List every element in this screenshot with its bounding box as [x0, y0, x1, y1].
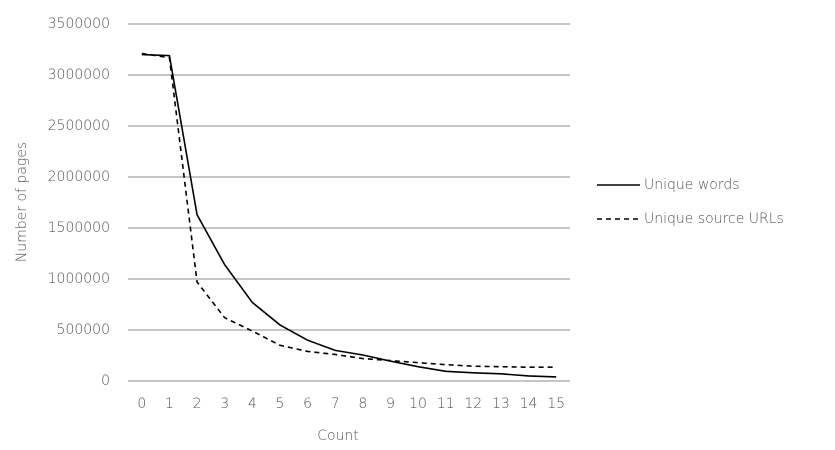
x-tick-label: 1 [165, 396, 174, 412]
x-tick-label: 4 [248, 396, 257, 412]
legend-label: Unique words [644, 177, 740, 193]
x-tick-label: 10 [409, 396, 427, 412]
x-tick-label: 7 [331, 396, 340, 412]
x-tick-label: 11 [437, 396, 455, 412]
x-tick-label: 3 [220, 396, 229, 412]
x-tick-label: 2 [193, 396, 202, 412]
y-tick-label: 3500000 [48, 16, 110, 32]
data-line [141, 52, 557, 369]
x-tick-label: 12 [464, 396, 482, 412]
y-tick-label: 1500000 [48, 220, 110, 236]
y-tick-label: 1000000 [48, 271, 110, 287]
x-tick-label: 9 [386, 396, 395, 412]
y-tick-label: 0 [101, 373, 110, 389]
y-axis-title: Number of pages [14, 142, 30, 262]
x-tick-label: 0 [137, 396, 146, 412]
x-tick-label: 15 [547, 396, 565, 412]
x-tick-label: 8 [358, 396, 367, 412]
x-tick-label: 13 [492, 396, 510, 412]
x-tick-label: 5 [275, 396, 284, 412]
x-tick-label: 14 [520, 396, 538, 412]
y-tick-label: 2000000 [48, 169, 110, 185]
x-axis-title: Count [317, 428, 359, 444]
y-tick-label: 2500000 [48, 118, 110, 134]
data-line [141, 53, 557, 378]
legend-label: Unique source URLs [644, 211, 784, 227]
y-tick-label: 500000 [57, 322, 110, 338]
y-tick-label: 3000000 [48, 67, 110, 83]
x-tick-label: 6 [303, 396, 312, 412]
